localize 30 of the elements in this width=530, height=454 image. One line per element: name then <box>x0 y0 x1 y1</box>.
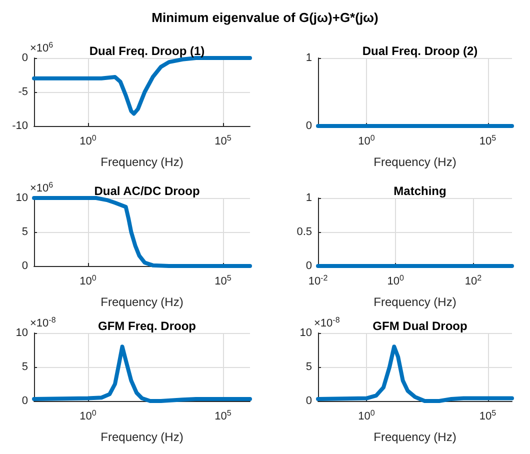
text: Minimum eigenvalue of G(jω)+G*(jω) <box>152 10 378 25</box>
x-axis-title: Frequency (Hz) <box>100 155 184 169</box>
chart-title: GFM Freq. Droop <box>98 319 196 333</box>
chart-title: GFM Dual Droop <box>372 319 468 333</box>
x-axis-title: Frequency (Hz) <box>374 295 456 309</box>
chart-title: Dual AC/DC Droop <box>94 184 200 198</box>
y-tick-label: 0 <box>306 120 312 132</box>
chart-title: Matching <box>394 184 446 198</box>
chart-title: Dual Freq. Droop (1) <box>89 44 205 58</box>
y-tick-label: 0 <box>306 395 312 407</box>
y-tick-label: -10 <box>12 120 28 132</box>
y-tick-label: 0 <box>22 52 28 64</box>
y-tick-label: 10 <box>300 327 312 339</box>
y-tick-label: 0 <box>22 260 28 272</box>
y-tick-label: -5 <box>18 86 28 98</box>
x-axis-title: Frequency (Hz) <box>374 155 456 169</box>
y-tick-label: 1 <box>306 192 312 204</box>
x-axis-title: Frequency (Hz) <box>100 295 184 309</box>
chart-title: Dual Freq. Droop (2) <box>362 44 478 58</box>
y-tick-label: 1 <box>306 52 312 64</box>
y-tick-label: 5 <box>306 361 312 373</box>
y-tick-label: 5 <box>22 226 28 238</box>
y-tick-label: 0 <box>22 395 28 407</box>
x-axis-title: Frequency (Hz) <box>100 430 184 444</box>
x-axis-title: Frequency (Hz) <box>374 430 456 444</box>
y-tick-label: 0.5 <box>296 226 312 238</box>
y-tick-label: 0 <box>306 260 312 272</box>
y-tick-label: 5 <box>22 361 28 373</box>
y-tick-label: 10 <box>16 327 28 339</box>
y-tick-label: 10 <box>16 192 28 204</box>
